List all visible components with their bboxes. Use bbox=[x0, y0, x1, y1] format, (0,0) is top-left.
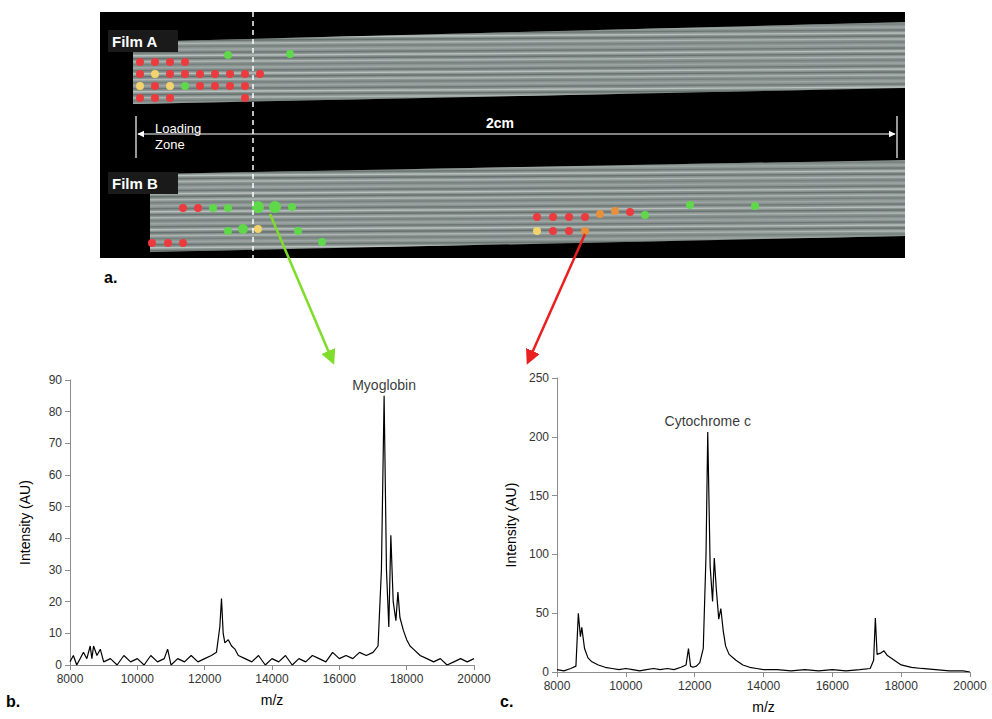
svg-text:LoadingZone: LoadingZone bbox=[155, 121, 201, 152]
svg-text:10000: 10000 bbox=[609, 679, 643, 693]
svg-text:Myoglobin: Myoglobin bbox=[352, 377, 416, 393]
svg-text:20000: 20000 bbox=[457, 672, 491, 686]
svg-text:a.: a. bbox=[104, 269, 117, 286]
svg-text:250: 250 bbox=[529, 371, 549, 385]
html-text:c.: c. bbox=[500, 693, 514, 710]
svg-text:14000: 14000 bbox=[747, 679, 781, 693]
svg-text:18000: 18000 bbox=[390, 672, 424, 686]
svg-text:12000: 12000 bbox=[188, 672, 222, 686]
svg-text:90: 90 bbox=[49, 373, 63, 387]
svg-text:Cytochrome c: Cytochrome c bbox=[665, 413, 751, 429]
svg-text:16000: 16000 bbox=[816, 679, 850, 693]
svg-text:10000: 10000 bbox=[121, 672, 155, 686]
svg-text:Film B: Film B bbox=[112, 175, 158, 192]
svg-text:30: 30 bbox=[49, 563, 63, 577]
svg-text:20000: 20000 bbox=[953, 679, 987, 693]
svg-text:50: 50 bbox=[536, 606, 550, 620]
svg-text:0: 0 bbox=[542, 665, 549, 679]
svg-text:20: 20 bbox=[49, 595, 63, 609]
svg-text:m/z: m/z bbox=[752, 699, 775, 715]
svg-text:18000: 18000 bbox=[884, 679, 918, 693]
svg-text:100: 100 bbox=[529, 547, 549, 561]
svg-text:10: 10 bbox=[49, 626, 63, 640]
svg-text:80: 80 bbox=[49, 405, 63, 419]
svg-text:0: 0 bbox=[55, 658, 62, 672]
svg-text:m/z: m/z bbox=[261, 692, 284, 708]
svg-text:Intensity (AU): Intensity (AU) bbox=[503, 483, 519, 568]
svg-text:12000: 12000 bbox=[678, 679, 712, 693]
svg-text:8000: 8000 bbox=[57, 672, 84, 686]
svg-text:70: 70 bbox=[49, 436, 63, 450]
html-text:b.: b. bbox=[6, 693, 21, 710]
svg-text:150: 150 bbox=[529, 489, 549, 503]
svg-text:50: 50 bbox=[49, 500, 63, 514]
svg-text:2cm: 2cm bbox=[486, 115, 514, 131]
svg-text:200: 200 bbox=[529, 430, 549, 444]
svg-text:14000: 14000 bbox=[255, 672, 289, 686]
svg-text:Film A: Film A bbox=[112, 33, 157, 50]
svg-text:40: 40 bbox=[49, 531, 63, 545]
svg-text:16000: 16000 bbox=[323, 672, 357, 686]
svg-text:8000: 8000 bbox=[544, 679, 571, 693]
svg-text:60: 60 bbox=[49, 468, 63, 482]
svg-text:Intensity (AU): Intensity (AU) bbox=[17, 480, 33, 565]
